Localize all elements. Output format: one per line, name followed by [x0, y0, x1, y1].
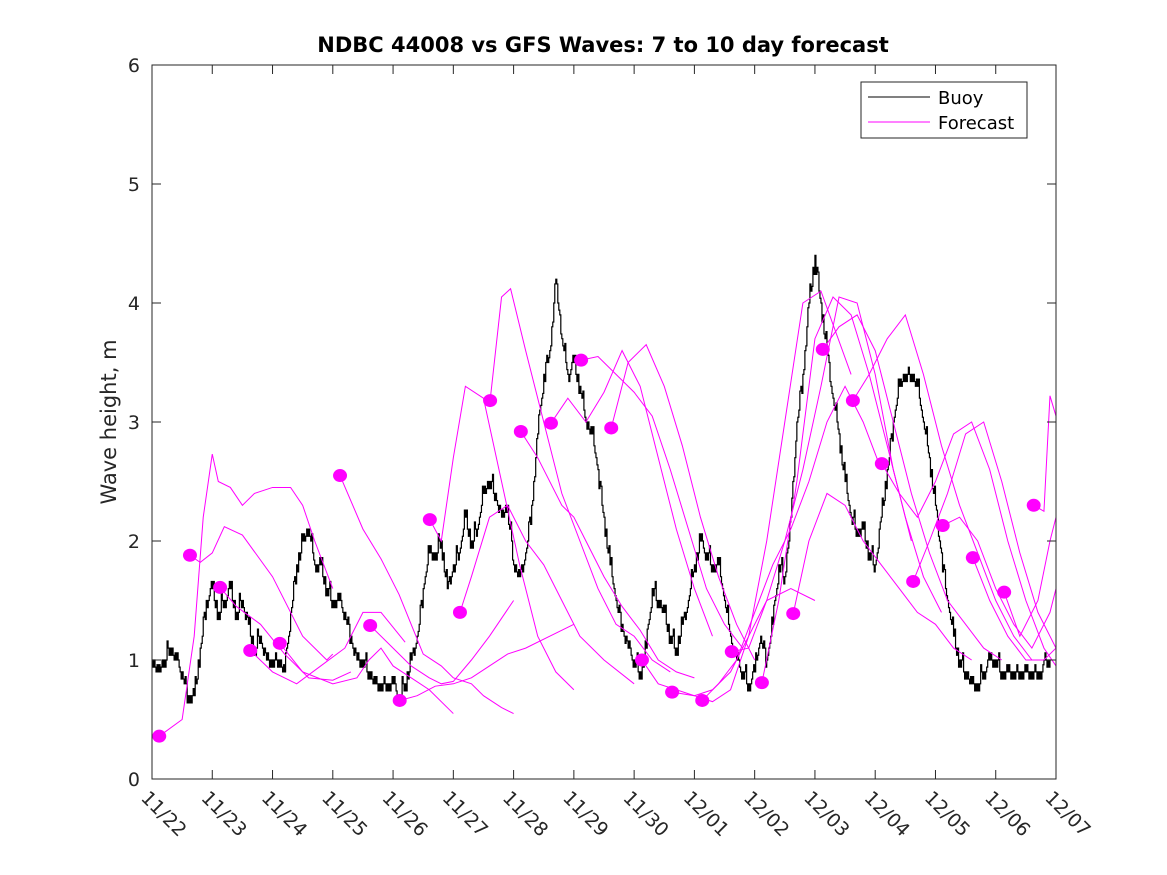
- forecast-start-dot: [906, 574, 921, 588]
- forecast-line: [279, 643, 454, 714]
- forecast-line: [822, 314, 1003, 661]
- forecast-start-dot: [634, 653, 649, 667]
- forecast-line: [399, 623, 575, 701]
- forecast-line: [219, 587, 352, 681]
- forecast-start-dot: [935, 519, 950, 533]
- forecast-start-dot: [513, 425, 528, 439]
- y-tick-label: 1: [128, 650, 140, 672]
- forecast-line: [429, 385, 575, 691]
- forecast-series: [152, 287, 1056, 743]
- forecast-line: [731, 296, 912, 653]
- forecast-start-dot: [452, 605, 467, 619]
- plot-area: [151, 64, 1057, 780]
- y-tick-label: 4: [128, 293, 140, 315]
- legend: Buoy Forecast: [860, 81, 1028, 139]
- forecast-line: [942, 516, 1056, 650]
- forecast-start-dot: [874, 457, 889, 471]
- y-tick-label: 6: [128, 55, 140, 77]
- forecast-start-dot: [243, 643, 258, 657]
- forecast-start-dot: [695, 693, 710, 707]
- forecast-start-dot: [182, 548, 197, 562]
- y-tick-label: 3: [128, 412, 140, 434]
- forecast-line: [1003, 517, 1056, 638]
- legend-buoy-label: Buoy: [938, 88, 984, 109]
- forecast-line: [550, 349, 713, 637]
- forecast-start-dot: [965, 551, 980, 565]
- forecast-line: [158, 454, 334, 737]
- forecast-start-dot: [665, 685, 680, 699]
- forecast-line: [369, 600, 515, 685]
- forecast-start-dot: [724, 645, 739, 659]
- legend-forecast-label: Forecast: [938, 113, 1014, 134]
- legend-box: [860, 81, 1028, 139]
- forecast-start-dot: [213, 580, 228, 594]
- y-axis-label: Wave height, m: [97, 339, 121, 504]
- forecast-line: [249, 611, 406, 685]
- forecast-start-dot: [392, 693, 407, 707]
- forecast-line: [641, 588, 816, 697]
- buoy-series: [152, 254, 1051, 704]
- forecast-start-dot: [786, 607, 801, 621]
- forecast-line: [189, 526, 334, 661]
- y-axis: 0 1 2 3 4 5 6: [128, 55, 1056, 791]
- forecast-start-dot: [604, 421, 619, 435]
- forecast-line: [459, 504, 635, 685]
- forecast-line: [852, 313, 1033, 661]
- forecast-line: [610, 343, 756, 661]
- forecast-line: [580, 356, 744, 649]
- forecast-start-dot: [543, 416, 558, 430]
- forecast-start-dot: [997, 585, 1012, 599]
- forecast-line: [761, 296, 942, 683]
- forecast-start-dot: [815, 342, 830, 356]
- forecast-line: [489, 287, 671, 673]
- buoy-line: [152, 254, 1051, 704]
- forecast-line: [881, 421, 1056, 667]
- forecast-start-dot: [272, 636, 287, 650]
- chart-title: NDBC 44008 vs GFS Waves: 7 to 10 day for…: [317, 33, 888, 57]
- y-tick-label: 0: [128, 769, 140, 791]
- forecast-start-dot: [574, 353, 589, 367]
- forecast-line: [339, 475, 514, 714]
- forecast-line: [792, 492, 972, 661]
- y-tick-label: 5: [128, 174, 140, 196]
- forecast-line: [520, 431, 695, 679]
- forecast-start-dot: [845, 394, 860, 408]
- forecast-start-dot: [754, 676, 769, 690]
- forecast-line: [972, 557, 1056, 661]
- forecast-start-dot: [333, 469, 348, 483]
- forecast-start-dot: [1026, 498, 1041, 512]
- forecast-start-dot: [422, 513, 437, 527]
- forecast-line: [912, 421, 1056, 649]
- y-tick-label: 2: [128, 531, 140, 553]
- forecast-start-dot: [483, 394, 498, 408]
- forecast-start-dot: [363, 618, 378, 632]
- forecast-start-dot: [152, 729, 167, 743]
